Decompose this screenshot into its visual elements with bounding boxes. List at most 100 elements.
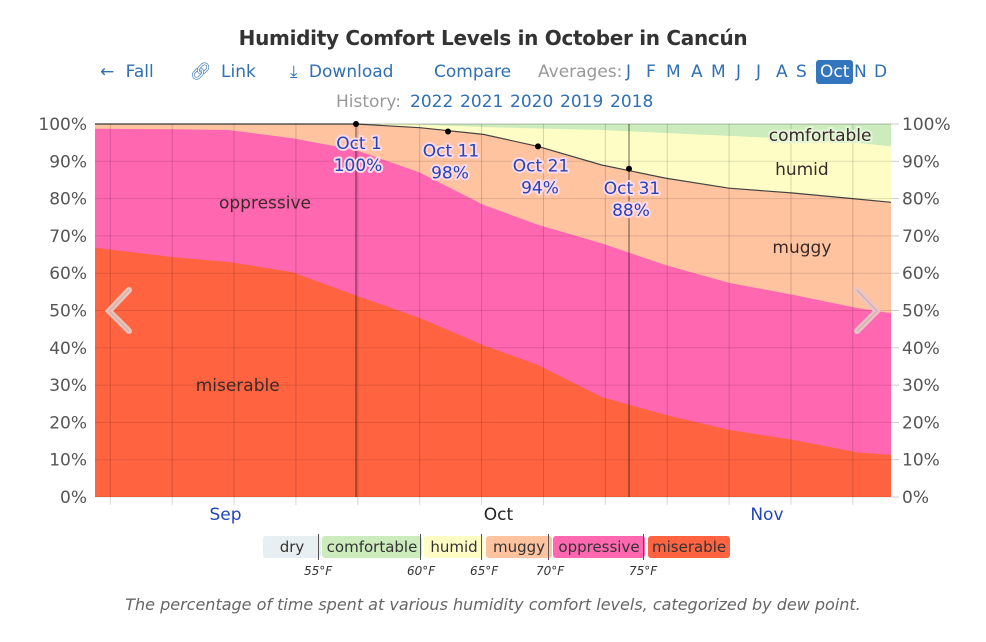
arrow-left-icon: ←︎ [100,62,115,82]
legend: dry comfortable humid muggy oppressive misera… [0,534,986,586]
annotation-dot [535,143,541,150]
y-tick-right: 100% [902,115,951,135]
y-tick-left: 70% [49,227,87,247]
history-bar: History: 2022 2021 2020 2019 2018 [0,90,986,114]
legend-threshold: 70°F [536,564,565,578]
download-label: Download [308,62,394,82]
chart-nav: ←︎ Fall 🔗︎ Link ⤓ Download Compare Avera… [0,60,986,84]
y-axis-right: 0% 10% 20% 30% 40% 50% 60% 70% 80% 90% 100% [891,115,951,508]
y-tick-left: 0% [60,488,87,508]
annotation-dot [626,165,632,172]
download-icon: ⤓ [290,62,298,82]
x-axis: Sep Oct Nov [209,505,783,525]
y-tick-right: 80% [902,190,940,210]
legend-separator [318,534,319,560]
y-tick-right: 60% [902,264,940,284]
fall-link[interactable]: ←︎ Fall [100,60,154,84]
month-link-4[interactable]: M [711,62,726,82]
y-tick-left: 100% [38,115,87,135]
next-button[interactable] [854,287,882,334]
area-label-humid: humid [775,160,829,180]
legend-item-dry: dry [263,536,321,558]
y-tick-left: 40% [49,339,87,359]
muggy-boundary-line [95,123,892,203]
month-link-6[interactable]: J [756,62,762,82]
compare-button[interactable]: Compare [434,62,512,82]
humidity-chart: 0% 10% 20% 30% 40% 50% 60% 70% 80% 90% 100% 0% 10% 2… [38,115,951,525]
link-icon: 🔗︎ [190,62,212,82]
annotation-date: Oct 31 [604,179,660,199]
history-year-2021[interactable]: 2021 [460,92,504,112]
y-tick-right: 50% [902,302,940,322]
month-link-11[interactable]: D [874,62,888,82]
annotation-value: 100% [334,156,383,176]
legend-threshold: 65°F [470,564,499,578]
legend-separator [481,534,482,560]
annotation-date: Oct 1 [336,134,382,154]
y-tick-right: 10% [902,451,940,471]
y-tick-left: 50% [49,302,87,322]
legend-threshold: 75°F [629,564,658,578]
download-button[interactable]: ⤓ Download [290,60,393,84]
y-tick-right: 0% [902,488,929,508]
annotation-value: 94% [521,178,559,198]
area-miserable [95,247,891,497]
month-link-5[interactable]: J [736,62,742,82]
month-link-0[interactable]: J [626,62,632,82]
link-button[interactable]: 🔗︎ Link [190,60,256,84]
legend-item-humid: humid [424,536,484,558]
legend-item-oppressive: oppressive [553,536,645,558]
annotation-value: 88% [612,201,650,221]
month-link-3[interactable]: A [691,62,703,82]
y-tick-left: 80% [49,190,87,210]
history-year-2020[interactable]: 2020 [510,92,554,112]
area-label-muggy: muggy [772,238,831,258]
month-link-8[interactable]: S [796,62,807,82]
y-tick-right: 70% [902,227,940,247]
month-link-2[interactable]: M [666,62,681,82]
legend-item-muggy: muggy [486,536,552,558]
y-axis-left: 0% 10% 20% 30% 40% 50% 60% 70% 80% 90% 100% [38,115,87,508]
annotation-value: 98% [431,163,469,183]
y-tick-right: 30% [902,376,940,396]
legend-item-comfortable: comfortable [322,536,422,558]
area-label-oppressive: oppressive [219,193,311,213]
annotation-date: Oct 11 [423,141,479,161]
legend-separator [643,534,644,560]
chart-title: Humidity Comfort Levels in October in Ca… [238,26,748,50]
month-link-10[interactable]: N [854,62,867,82]
legend-separator [420,534,421,560]
chart-caption: The percentage of time spent at various … [125,595,861,614]
y-tick-left: 30% [49,376,87,396]
y-tick-left: 20% [49,413,87,433]
link-label: Link [221,62,256,82]
area-label-miserable: miserable [196,376,280,396]
x-tick-oct: Oct [484,505,514,525]
legend-threshold: 60°F [407,564,436,578]
y-tick-right: 40% [902,339,940,359]
grid-lines [95,123,891,505]
history-year-2022[interactable]: 2022 [410,92,454,112]
month-link-9[interactable]: Oct [816,60,854,84]
annotation-date: Oct 21 [513,156,569,176]
month-link-1[interactable]: F [646,62,656,82]
x-tick-sep: Sep [209,505,241,525]
area-labels: miserable oppressive muggy humid comfortable [196,124,874,396]
area-layers [95,123,892,498]
legend-separator [548,534,549,560]
averages-label: Averages: [538,62,623,82]
y-tick-right: 90% [902,152,940,172]
prev-button[interactable] [104,287,132,334]
month-link-7[interactable]: A [776,62,788,82]
legend-threshold: 55°F [304,564,333,578]
annotation-dot [445,128,451,135]
y-tick-right: 20% [902,413,940,433]
history-year-2018[interactable]: 2018 [610,92,654,112]
history-year-2019[interactable]: 2019 [560,92,604,112]
y-tick-left: 90% [49,152,87,172]
y-tick-left: 60% [49,264,87,284]
legend-item-miserable: miserable [648,536,730,558]
x-tick-nov: Nov [750,505,783,525]
annotation-dot [353,121,359,127]
